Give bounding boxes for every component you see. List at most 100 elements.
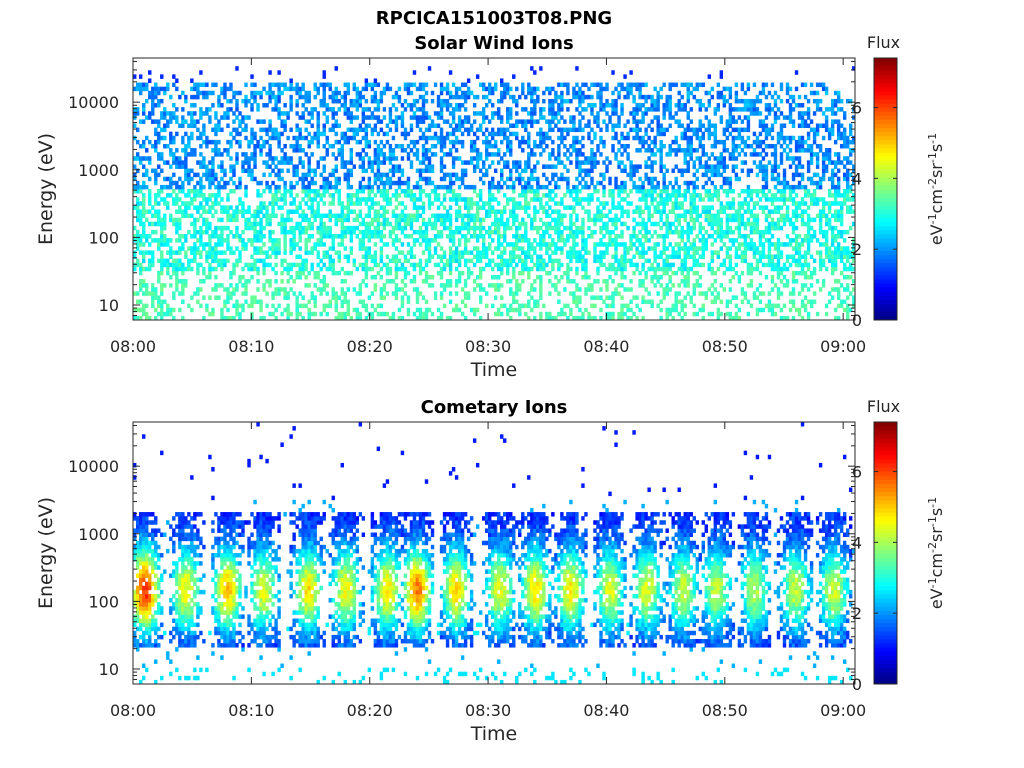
heatmap-cell bbox=[512, 254, 516, 259]
heatmap-cell bbox=[542, 148, 546, 153]
heatmap-cell bbox=[424, 242, 429, 247]
heatmap-cell bbox=[175, 238, 179, 243]
heatmap-cell bbox=[596, 254, 600, 259]
heatmap-cell bbox=[503, 152, 507, 157]
heatmap-cell bbox=[223, 180, 227, 186]
heatmap-cell bbox=[647, 229, 651, 235]
heatmap-cell bbox=[533, 303, 537, 309]
heatmap-cell bbox=[608, 160, 612, 165]
heatmap-cell bbox=[394, 262, 399, 268]
heatmap-cell bbox=[316, 189, 320, 194]
heatmap-cell bbox=[575, 258, 579, 264]
heatmap-cell bbox=[259, 127, 263, 133]
heatmap-cell bbox=[509, 254, 513, 259]
heatmap-cell bbox=[319, 234, 323, 239]
heatmap-cell bbox=[662, 115, 666, 120]
heatmap-cell bbox=[232, 135, 236, 141]
heatmap-cell bbox=[181, 135, 185, 141]
heatmap-cell bbox=[554, 258, 558, 264]
heatmap-cell bbox=[506, 176, 510, 182]
heatmap-cell bbox=[172, 156, 176, 161]
heatmap-cell bbox=[364, 315, 369, 321]
heatmap-cell bbox=[154, 201, 158, 206]
heatmap-cell bbox=[536, 160, 540, 165]
heatmap-cell bbox=[436, 123, 441, 128]
heatmap-cell bbox=[620, 258, 624, 264]
heatmap-cell bbox=[301, 172, 305, 178]
heatmap-cell bbox=[214, 143, 218, 149]
heatmap-cell bbox=[373, 123, 378, 128]
heatmap-cell bbox=[560, 217, 564, 223]
heatmap-cell bbox=[433, 291, 438, 296]
heatmap-cell bbox=[277, 184, 281, 190]
heatmap-cell bbox=[199, 262, 203, 268]
heatmap-cell bbox=[620, 168, 624, 174]
heatmap-cell bbox=[274, 279, 278, 284]
heatmap-cell bbox=[581, 229, 585, 235]
heatmap-cell bbox=[181, 213, 185, 219]
heatmap-cell bbox=[527, 139, 531, 145]
heatmap-cell bbox=[445, 135, 450, 141]
heatmap-cell bbox=[385, 189, 390, 194]
heatmap-cell bbox=[145, 287, 149, 292]
heatmap-cell bbox=[169, 111, 173, 116]
heatmap-cell bbox=[415, 287, 420, 292]
heatmap-cell bbox=[139, 86, 143, 92]
heatmap-cell bbox=[442, 217, 447, 223]
heatmap-cell bbox=[388, 266, 393, 272]
heatmap-cell bbox=[605, 156, 609, 161]
heatmap-cell bbox=[322, 156, 326, 161]
heatmap-cell bbox=[662, 287, 666, 292]
heatmap-cell bbox=[322, 274, 326, 280]
heatmap-cell bbox=[373, 213, 378, 219]
heatmap-cell bbox=[662, 189, 666, 194]
heatmap-cell bbox=[265, 205, 269, 210]
heatmap-cell bbox=[223, 209, 227, 214]
heatmap-cell bbox=[442, 250, 447, 255]
heatmap-cell bbox=[659, 201, 663, 206]
heatmap-cell bbox=[220, 217, 224, 223]
heatmap-cell bbox=[442, 164, 447, 169]
heatmap-cell bbox=[644, 111, 648, 116]
heatmap-cell bbox=[430, 283, 435, 288]
heatmap-cell bbox=[659, 152, 663, 157]
heatmap-cell bbox=[409, 213, 414, 219]
heatmap-cell bbox=[199, 152, 203, 157]
heatmap-cell bbox=[373, 217, 378, 223]
heatmap-cell bbox=[632, 111, 636, 116]
heatmap-cell bbox=[590, 111, 594, 116]
heatmap-cell bbox=[370, 184, 375, 190]
heatmap-cell bbox=[298, 221, 302, 227]
heatmap-cell bbox=[644, 274, 648, 280]
heatmap-cell bbox=[307, 225, 311, 231]
heatmap-cell bbox=[629, 176, 633, 182]
heatmap-cell bbox=[593, 303, 597, 309]
heatmap-cell bbox=[244, 123, 248, 128]
heatmap-cell bbox=[133, 254, 137, 259]
heatmap-cell bbox=[136, 238, 140, 243]
heatmap-cell bbox=[494, 287, 498, 292]
heatmap-cell bbox=[142, 193, 146, 198]
heatmap-cell bbox=[331, 94, 335, 100]
heatmap-cell bbox=[481, 201, 486, 206]
heatmap-cell bbox=[484, 250, 489, 255]
heatmap-cell bbox=[241, 213, 245, 219]
heatmap-cell bbox=[671, 201, 675, 206]
heatmap-cell bbox=[214, 295, 218, 300]
heatmap-cell bbox=[226, 258, 230, 264]
heatmap-cell bbox=[376, 103, 381, 108]
heatmap-cell bbox=[310, 107, 314, 112]
heatmap-cell bbox=[184, 283, 188, 288]
heatmap-cell bbox=[295, 168, 299, 174]
heatmap-cell bbox=[617, 315, 621, 321]
heatmap-cell bbox=[596, 266, 600, 272]
heatmap-cell bbox=[668, 86, 672, 92]
heatmap-cell bbox=[665, 201, 669, 206]
heatmap-cell bbox=[593, 279, 597, 284]
heatmap-cell bbox=[397, 307, 402, 313]
heatmap-cell bbox=[376, 303, 381, 309]
heatmap-cell bbox=[148, 176, 152, 182]
heatmap-cell bbox=[418, 311, 423, 317]
heatmap-cell bbox=[172, 82, 176, 88]
heatmap-cell bbox=[226, 123, 230, 128]
